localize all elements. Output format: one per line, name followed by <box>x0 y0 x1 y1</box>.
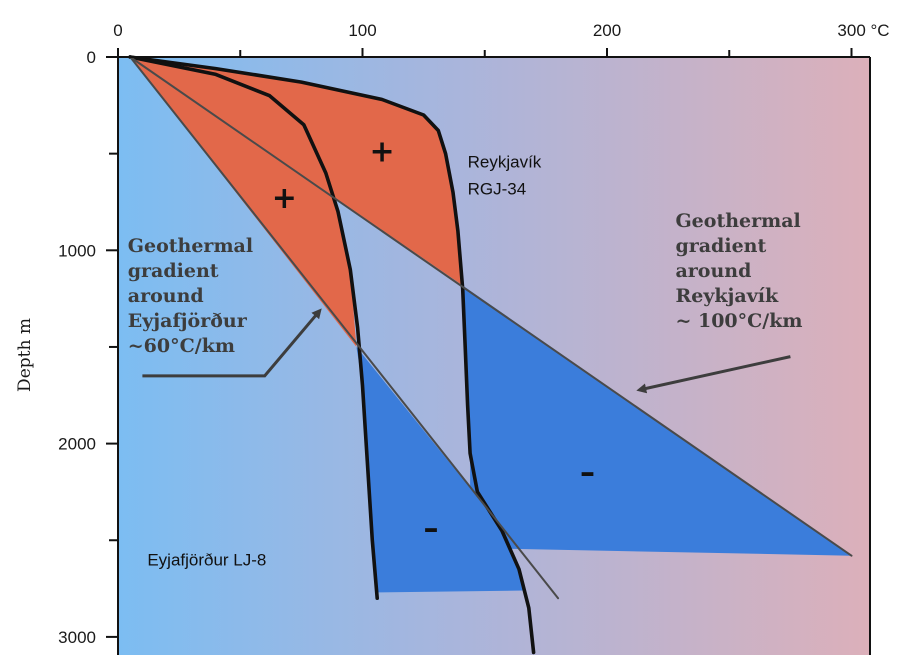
annotation-line: gradient <box>128 260 219 282</box>
y-tick-label: 2000 <box>58 435 96 454</box>
x-tick-label: 100 <box>348 21 376 40</box>
y-tick-label: 3000 <box>58 628 96 647</box>
annotation-line: Geothermal <box>675 210 800 232</box>
x-tick-label: 300 °C <box>837 21 889 40</box>
y-tick-label: 0 <box>87 48 96 67</box>
x-tick-label: 0 <box>113 21 122 40</box>
annotation-line: Geothermal <box>128 235 253 257</box>
series-line-3 <box>129 56 560 600</box>
annotation-0: Geothermal gradient around Reykjavík ~ 100°C… <box>636 210 802 394</box>
series-line-1 <box>128 55 380 601</box>
series-line-0 <box>128 55 536 655</box>
well-label: Reykjavík <box>468 152 542 171</box>
axes-layer: 0 100 200 300 °C 0 1000 2000 3000 <box>58 21 890 655</box>
well-label: Eyjafjörður LJ-8 <box>147 551 266 570</box>
annotation-arrow <box>142 308 322 378</box>
annotation-line: Reykjavík <box>675 285 779 307</box>
sign-label: – <box>423 512 438 547</box>
sign-label: + <box>369 135 394 170</box>
annotation-line: ~60°C/km <box>128 335 235 357</box>
labels-layer: + + – – Reykjavík RGJ-34 Eyjafjörður LJ-8 Geoth… <box>128 135 803 570</box>
annotation-line: gradient <box>675 235 766 257</box>
annotation-1: Geothermal gradient around Eyjafjörður ~60°C… <box>128 235 322 378</box>
x-tick-label: 200 <box>593 21 621 40</box>
annotation-line: ~ 100°C/km <box>675 310 802 332</box>
annotation-line: around <box>128 285 204 307</box>
annotation-line: around <box>675 260 751 282</box>
annotation-line: Eyjafjörður <box>128 310 248 332</box>
annotation-arrow <box>636 355 791 394</box>
region-negative-3 <box>356 346 524 593</box>
well-label: RGJ-34 <box>468 179 527 198</box>
series-line-2 <box>129 56 853 557</box>
sign-label: + <box>272 181 297 216</box>
lines-layer <box>128 55 853 655</box>
y-axis-label: Depth m <box>15 318 35 392</box>
y-tick-label: 1000 <box>58 241 96 260</box>
sign-label: – <box>580 456 595 491</box>
